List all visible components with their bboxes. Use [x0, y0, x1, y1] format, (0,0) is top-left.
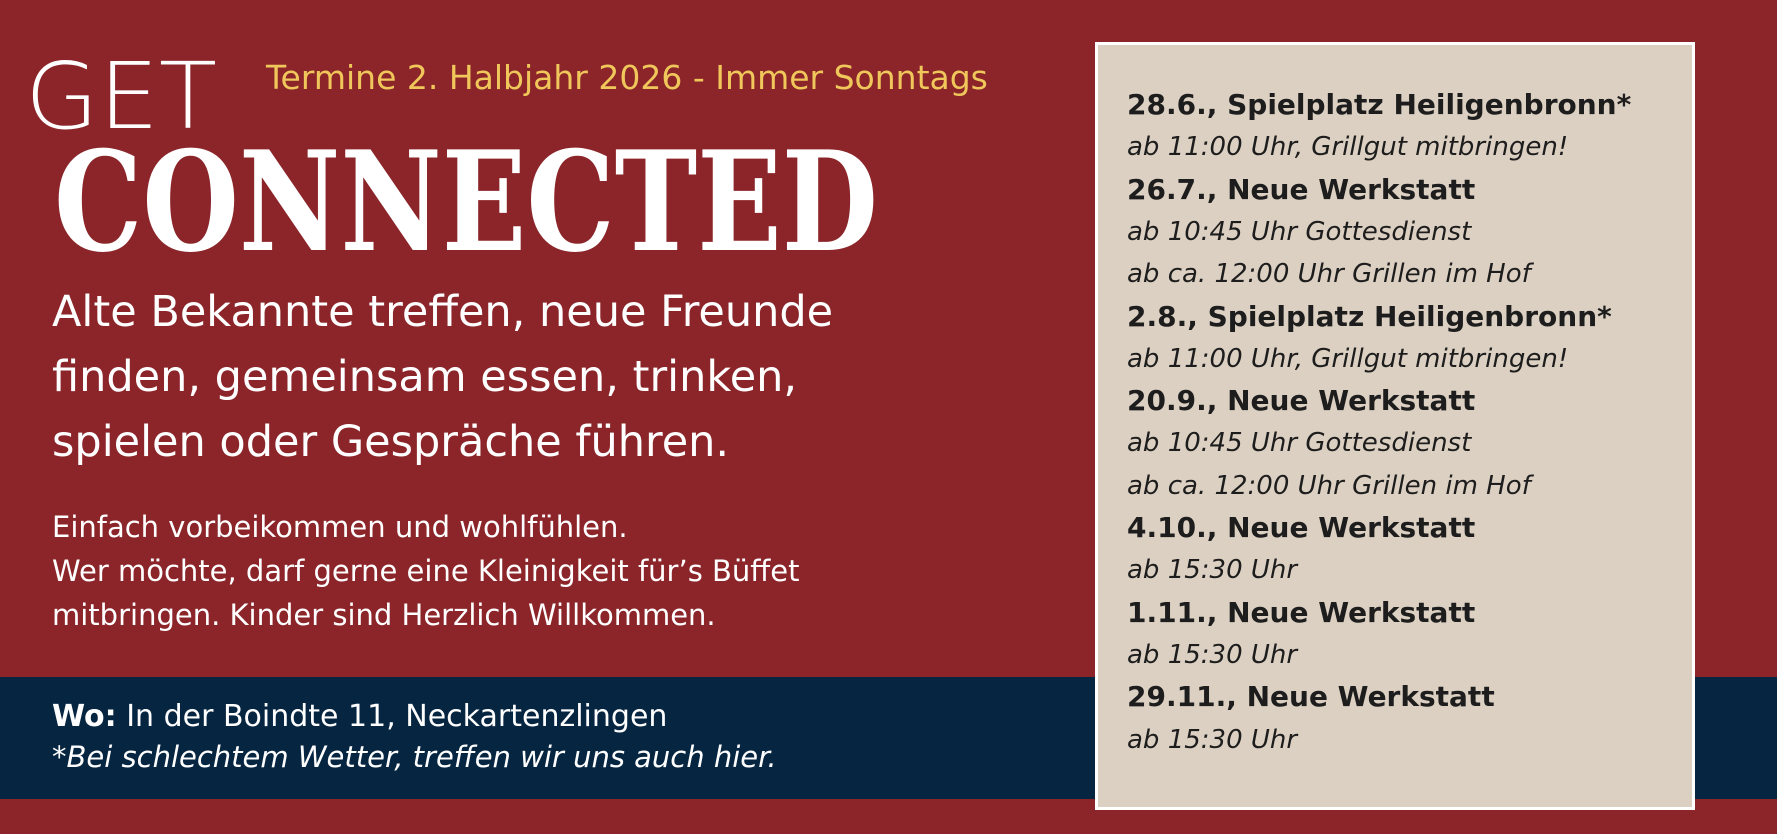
- intro: Alte Bekannte treffen, neue Freunde find…: [52, 280, 833, 475]
- event-detail: ab 10:45 Uhr Gottesdienst: [1127, 216, 1472, 247]
- event-detail: ab 15:30 Uhr: [1127, 724, 1298, 755]
- details-line: Einfach vorbeikommen und wohlfühlen.: [52, 510, 628, 544]
- details: Einfach vorbeikommen und wohlfühlen. Wer…: [52, 505, 800, 637]
- location-note: *Bei schlechtem Wetter, treffen wir uns …: [52, 740, 777, 774]
- location-address: In der Boindte 11, Neckartenzlingen: [126, 699, 668, 734]
- intro-line: finden, gemeinsam essen, trinken,: [52, 352, 798, 402]
- intro-line: Alte Bekannte treffen, neue Freunde: [52, 287, 834, 337]
- event-detail: ab 15:30 Uhr: [1127, 555, 1298, 586]
- event-title: 1.11., Neue Werkstatt: [1127, 595, 1476, 629]
- event-detail: ab 15:30 Uhr: [1127, 639, 1298, 670]
- subtitle: Termine 2. Halbjahr 2026 - Immer Sonntag…: [266, 58, 988, 97]
- event-detail: ab 11:00 Uhr, Grillgut mitbringen!: [1127, 343, 1569, 374]
- event-title: 2.8., Spielplatz Heiligenbronn*: [1127, 299, 1612, 333]
- event-detail: ab ca. 12:00 Uhr Grillen im Hof: [1127, 259, 1531, 290]
- location-label: Wo:: [52, 699, 117, 734]
- event-detail: ab ca. 12:00 Uhr Grillen im Hof: [1127, 470, 1531, 501]
- get: GET: [25, 43, 217, 150]
- event-title: 28.6., Spielplatz Heiligenbronn*: [1127, 88, 1632, 121]
- event-title: 26.7., Neue Werkstatt: [1127, 172, 1476, 206]
- details-line: Wer möchte, darf gerne eine Kleinigkeit …: [52, 554, 800, 588]
- event-detail: ab 11:00 Uhr, Grillgut mitbringen!: [1127, 132, 1569, 163]
- title: CONNECTED: [54, 120, 878, 270]
- event-title: 4.10., Neue Werkstatt: [1127, 511, 1476, 544]
- headline: GET CONNECTED: [25, 43, 878, 270]
- intro-line: spielen oder Gespräche führen.: [52, 417, 730, 467]
- event-detail: ab 10:45 Uhr Gottesdienst: [1127, 428, 1472, 459]
- event-title: 20.9., Neue Werkstatt: [1127, 384, 1476, 418]
- location: Wo: In der Boindte 11, Neckartenzlingen: [52, 699, 667, 734]
- events-box: [1095, 42, 1695, 810]
- event-title: 29.11., Neue Werkstatt: [1127, 680, 1495, 714]
- details-line: mitbringen. Kinder sind Herzlich Willkom…: [52, 598, 716, 632]
